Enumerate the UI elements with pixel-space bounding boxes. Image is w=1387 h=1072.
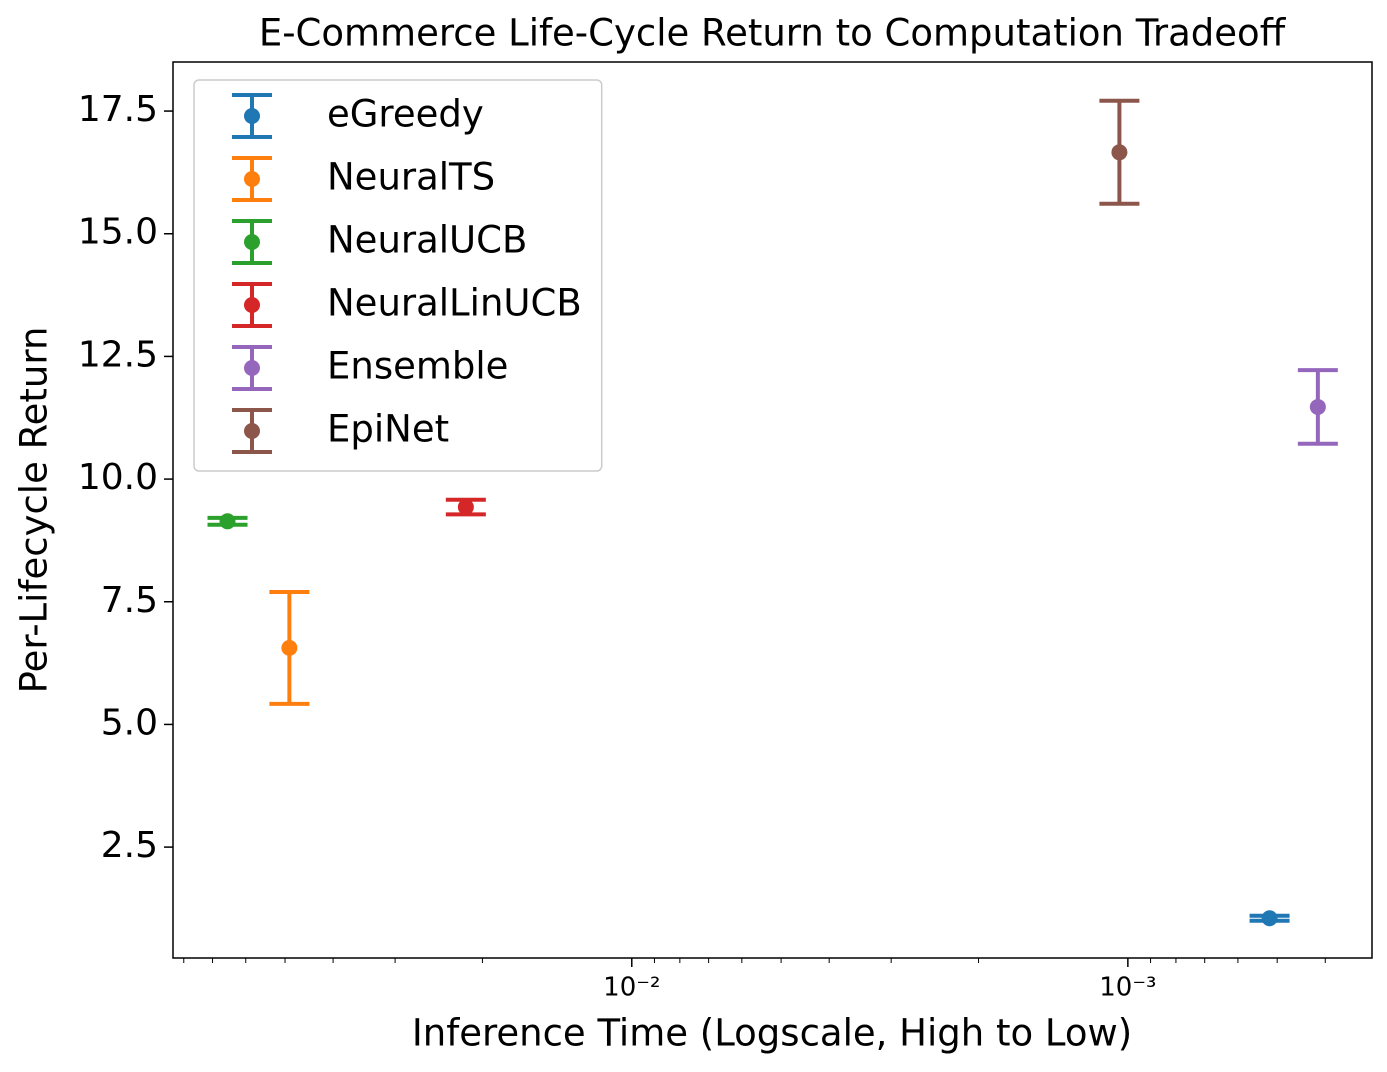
legend-label: NeuralUCB <box>327 219 527 262</box>
x-tick-label: 10⁻³ <box>1099 973 1156 1003</box>
x-tick-label: 10⁻² <box>603 973 660 1003</box>
legend-marker <box>244 171 260 187</box>
legend-marker <box>244 423 260 439</box>
point <box>457 499 474 516</box>
error-bar <box>445 497 486 517</box>
point <box>1261 910 1278 927</box>
y-axis-label: Per-Lifecycle Return <box>13 327 56 694</box>
legend-label: Ensemble <box>327 345 508 388</box>
legend-marker <box>244 108 260 124</box>
legend-box <box>193 79 603 472</box>
y-tick-label: 17.5 <box>78 89 158 130</box>
y-tick-label: 15.0 <box>78 212 158 253</box>
y-tick-label: 2.5 <box>101 825 158 866</box>
error-bar <box>1249 910 1290 927</box>
point <box>219 513 236 530</box>
error-bar <box>1099 98 1140 206</box>
legend-marker <box>244 297 260 313</box>
legend-marker <box>244 234 260 250</box>
x-axis-label: Inference Time (Logscale, High to Low) <box>412 1012 1132 1055</box>
legend-label: NeuralTS <box>327 156 495 199</box>
y-tick-label: 12.5 <box>78 334 158 375</box>
legend: eGreedy NeuralTS NeuralUCB NeuralLinUCB Ense… <box>193 79 603 472</box>
point <box>1309 398 1326 415</box>
y-tick-label: 7.5 <box>101 580 158 621</box>
legend-label: NeuralLinUCB <box>327 282 582 325</box>
error-bar <box>269 589 310 706</box>
y-tick-label: 5.0 <box>101 702 158 743</box>
point <box>281 639 298 656</box>
plot-frame <box>172 61 1373 959</box>
legend-label: EpiNet <box>327 408 449 451</box>
chart-title: E-Commerce Life-Cycle Return to Computat… <box>259 12 1287 55</box>
point <box>1111 144 1128 161</box>
error-bar <box>207 513 248 530</box>
legend-label: eGreedy <box>327 93 484 136</box>
y-tick-label: 10.0 <box>78 457 158 498</box>
error-bar <box>1297 368 1338 446</box>
legend-marker <box>244 360 260 376</box>
